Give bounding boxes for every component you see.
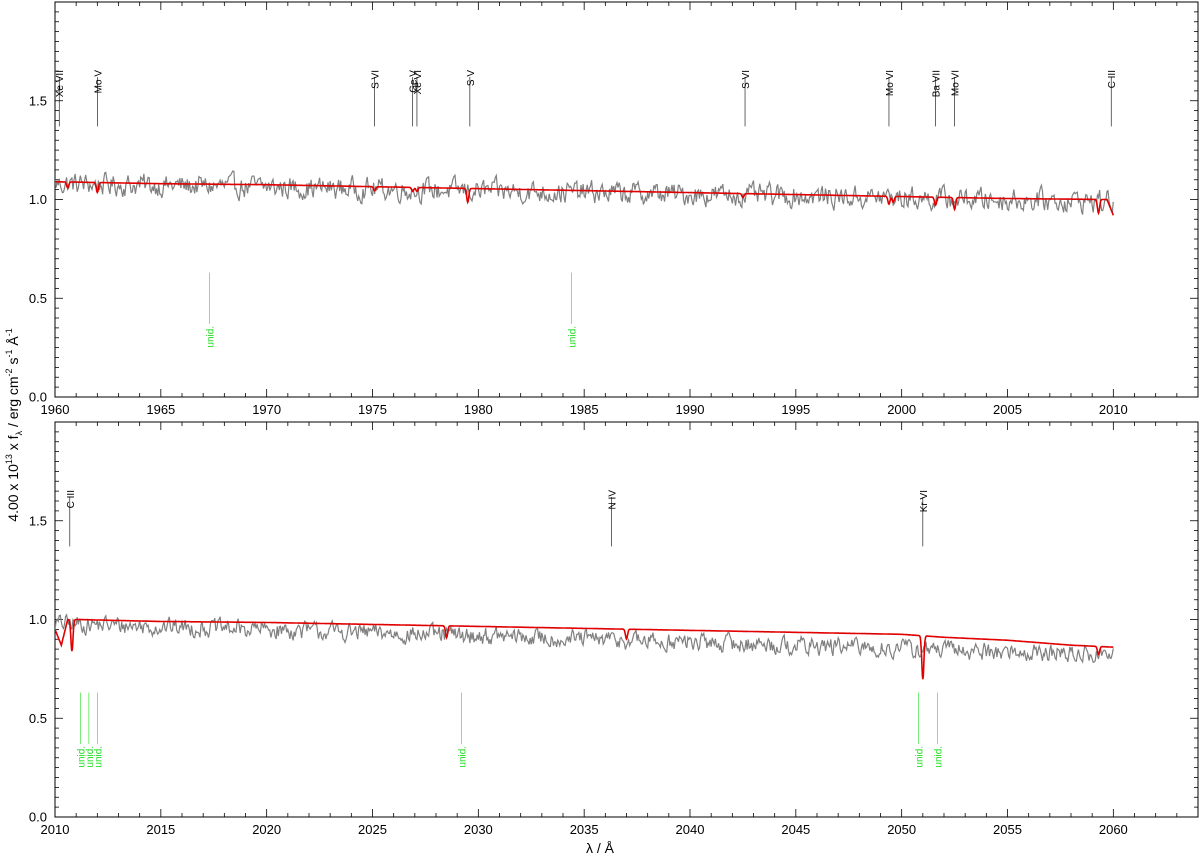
x-tick-label: 1980 [464,402,493,417]
unid-label: unid. [934,746,945,768]
x-tick-label: 2015 [146,822,175,837]
unid-label: unid. [85,746,96,768]
x-tick-label: 2060 [1099,822,1128,837]
x-tick-label: 2035 [570,822,599,837]
line-id-label: N IV [608,490,619,510]
x-tick-label: 1975 [358,402,387,417]
unid-label: unid. [457,746,468,768]
ylabel-lead: 4.00 x 10 [5,464,21,522]
data-layer [55,613,1114,680]
ylabel-sub: λ [14,430,24,435]
x-tick-label: 1985 [570,402,599,417]
unid-label: unid. [206,326,217,348]
ylabel-exp4: -1 [4,328,14,336]
line-id-label: S VI [741,70,752,89]
x-tick-label: 2025 [358,822,387,837]
line-id-label: Ge V [409,70,420,93]
unid-label: unid. [567,326,578,348]
ylabel-s: s [5,358,21,369]
line-id-label: Xe VII [55,70,66,97]
ylabel-exp3: -1 [4,350,14,358]
line-id-label: S V [466,70,477,86]
y-axis-label: 4.00 x 1013 x fλ / erg cm-2 s-1 Å-1 [4,328,24,521]
x-axis-label: λ / Å [586,840,615,856]
x-tick-label: 2045 [781,822,810,837]
ylabel-unit: / erg cm [5,376,21,430]
x-tick-label: 2040 [676,822,705,837]
x-tick-label: 1990 [676,402,705,417]
data-layer [55,170,1115,216]
x-tick-label: 2020 [252,822,281,837]
observed-spectrum [55,613,1114,664]
line-id-label: S VI [371,70,382,89]
upper-panel: 1960 1965 1970 1975 1980 1985 1990 1995 2000 2005… [29,1,1199,417]
plot-frame [54,421,1199,818]
line-id-label: Mo V [93,70,104,94]
model-spectrum [55,180,1115,216]
unid-label: unid. [93,746,104,768]
y-tick-label: 0.5 [29,291,47,306]
x-tick-label: 1995 [781,402,810,417]
line-id-label: Kr VI [919,490,930,512]
lower-panel: 2010 2015 2020 2025 2030 2035 2040 2045 2050 2055… [29,421,1199,837]
line-id-label: Ba VII [932,70,943,97]
x-tick-label: 1970 [252,402,281,417]
y-tick-label: 0.5 [29,711,47,726]
x-tick-label: 2000 [887,402,916,417]
ylabel-exp1: 13 [4,454,14,464]
ylabel-x-f: x f [5,435,21,454]
y-tick-label: 1.0 [29,612,47,627]
observed-spectrum [55,170,1114,215]
y-tick-label: 1.0 [29,192,47,207]
x-tick-label: 1965 [146,402,175,417]
line-id-label: C III [66,490,77,508]
x-tick-label: 1960 [41,402,70,417]
ylabel-exp2: -2 [4,368,14,376]
ylabel-ang: Å [5,336,21,350]
x-tick-label: 2010 [41,822,70,837]
line-id-label: Mo VI [885,70,896,96]
unid-label: unid. [76,746,87,768]
y-tick-label: 1.5 [29,513,47,528]
y-tick-label: 1.5 [29,93,47,108]
x-tick-label: 2005 [993,402,1022,417]
line-id-label: Xe VI [413,70,424,94]
y-tick-label: 0.0 [29,810,47,825]
x-tick-label: 2055 [993,822,1022,837]
x-tick-label: 2050 [887,822,916,837]
line-id-label: C III [1107,70,1118,88]
x-tick-label: 2010 [1099,402,1128,417]
line-id-label: Mo VI [951,70,962,96]
unid-label: unid. [915,746,926,768]
y-tick-label: 0.0 [29,390,47,405]
model-spectrum [55,618,1114,680]
x-tick-label: 2030 [464,822,493,837]
